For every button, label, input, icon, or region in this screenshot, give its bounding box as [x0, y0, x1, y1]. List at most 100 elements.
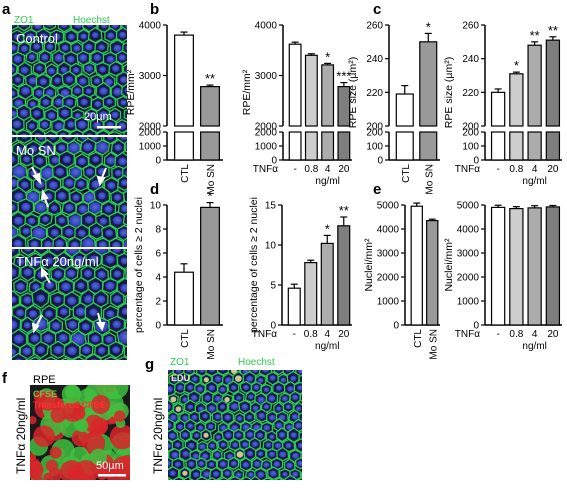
nucleus [0, 155, 1, 162]
y-tick-label: 2000 [139, 122, 162, 133]
cell-outline [103, 356, 119, 360]
bar-lower [337, 131, 351, 161]
nucleus [12, 90, 16, 97]
nucleus [89, 308, 98, 317]
nucleus [104, 205, 113, 213]
y-tick-label: 220 [462, 88, 479, 99]
bar [174, 271, 194, 326]
nucleus [215, 434, 222, 440]
nucleus [169, 470, 176, 477]
cell-outline [0, 129, 6, 145]
y-tick-label: 2 [155, 297, 161, 308]
y-tick-label: 1000 [255, 142, 278, 153]
y-tick-label: 0 [155, 156, 161, 167]
x-prefix-label: TNFα [253, 164, 278, 175]
nucleus [90, 281, 101, 291]
nucleus [0, 269, 2, 276]
cell-outline [107, 130, 122, 136]
significance-label: ** [339, 203, 349, 218]
nucleus [199, 443, 206, 450]
cell-outline [0, 200, 4, 216]
nucleus [14, 192, 24, 201]
nucleus [0, 283, 8, 290]
nucleus [19, 109, 29, 117]
nucleus [112, 320, 122, 329]
nucleus [171, 451, 179, 459]
nucleus [187, 461, 195, 468]
cell-outline [12, 332, 14, 344]
cell-outline [274, 477, 284, 480]
legend-cfse: CFSE [33, 389, 57, 399]
nucleus [29, 145, 38, 153]
y-tick-label: 1000 [139, 142, 162, 153]
nucleus [23, 268, 33, 277]
nucleus [113, 194, 122, 201]
nucleus [214, 452, 221, 458]
x-tick-label: 4 [325, 164, 331, 175]
y-tick-label: 5000 [377, 201, 400, 212]
cell-outline [307, 382, 318, 395]
cell-outline [158, 353, 169, 366]
nucleus [242, 384, 250, 391]
nucleus [12, 110, 17, 118]
cell-outline [114, 5, 128, 20]
nucleus [100, 25, 108, 29]
nucleus [174, 461, 182, 468]
nucleus [54, 98, 63, 106]
nucleus [1, 309, 10, 318]
cell-outline [82, 128, 97, 136]
panel-letter-c: c [373, 1, 381, 18]
significance-label: * [514, 58, 519, 73]
nucleus [200, 479, 203, 480]
cell-outline [0, 279, 11, 295]
x-prefix-label: TNFα [455, 329, 480, 340]
nucleus [0, 143, 10, 153]
cell-outline [12, 77, 13, 87]
nucleus [16, 309, 25, 317]
nucleus [23, 322, 31, 329]
nucleus [43, 240, 53, 248]
nucleus [224, 470, 231, 477]
cell-outline [0, 224, 4, 238]
nucleus [91, 32, 99, 39]
nucleus [126, 272, 127, 277]
nucleus [126, 217, 127, 221]
nucleus [32, 283, 40, 291]
nucleus [130, 11, 139, 19]
nucleus [131, 54, 139, 61]
nucleus [94, 100, 102, 108]
nucleus [285, 442, 292, 449]
nucleus [187, 423, 194, 429]
nucleus [20, 45, 29, 53]
nucleus [114, 169, 122, 177]
bar [426, 220, 439, 326]
panel-g-legend-hoechst: Hoechst [238, 357, 275, 368]
x-tick-label: 0.8 [304, 164, 318, 175]
nucleus [175, 370, 182, 374]
nucleus [74, 112, 81, 119]
nucleus [13, 334, 24, 344]
nucleus [72, 67, 80, 74]
nucleus [93, 54, 102, 62]
nucleus [306, 442, 313, 449]
cell-outline [30, 127, 46, 136]
nucleus [207, 423, 214, 430]
nucleus [252, 405, 259, 412]
cell-outline [0, 265, 6, 282]
x-tick-label: Mo SN [206, 164, 217, 195]
y-tick-label: 4000 [377, 225, 400, 236]
transfered-cfse-blob [49, 446, 62, 459]
cell-outline [311, 451, 322, 463]
nucleus [68, 142, 80, 153]
nucleus [12, 179, 18, 188]
nucleus [46, 360, 56, 369]
nucleus [85, 168, 94, 176]
nucleus [126, 134, 127, 136]
nucleus [169, 414, 177, 421]
cell-outline [39, 7, 51, 20]
nucleus [0, 295, 1, 302]
cell-outline [300, 450, 302, 459]
y-axis-label: RPE size (µm²) [347, 57, 359, 128]
y-tick-label: 3000 [255, 71, 278, 82]
nucleus [106, 98, 113, 105]
